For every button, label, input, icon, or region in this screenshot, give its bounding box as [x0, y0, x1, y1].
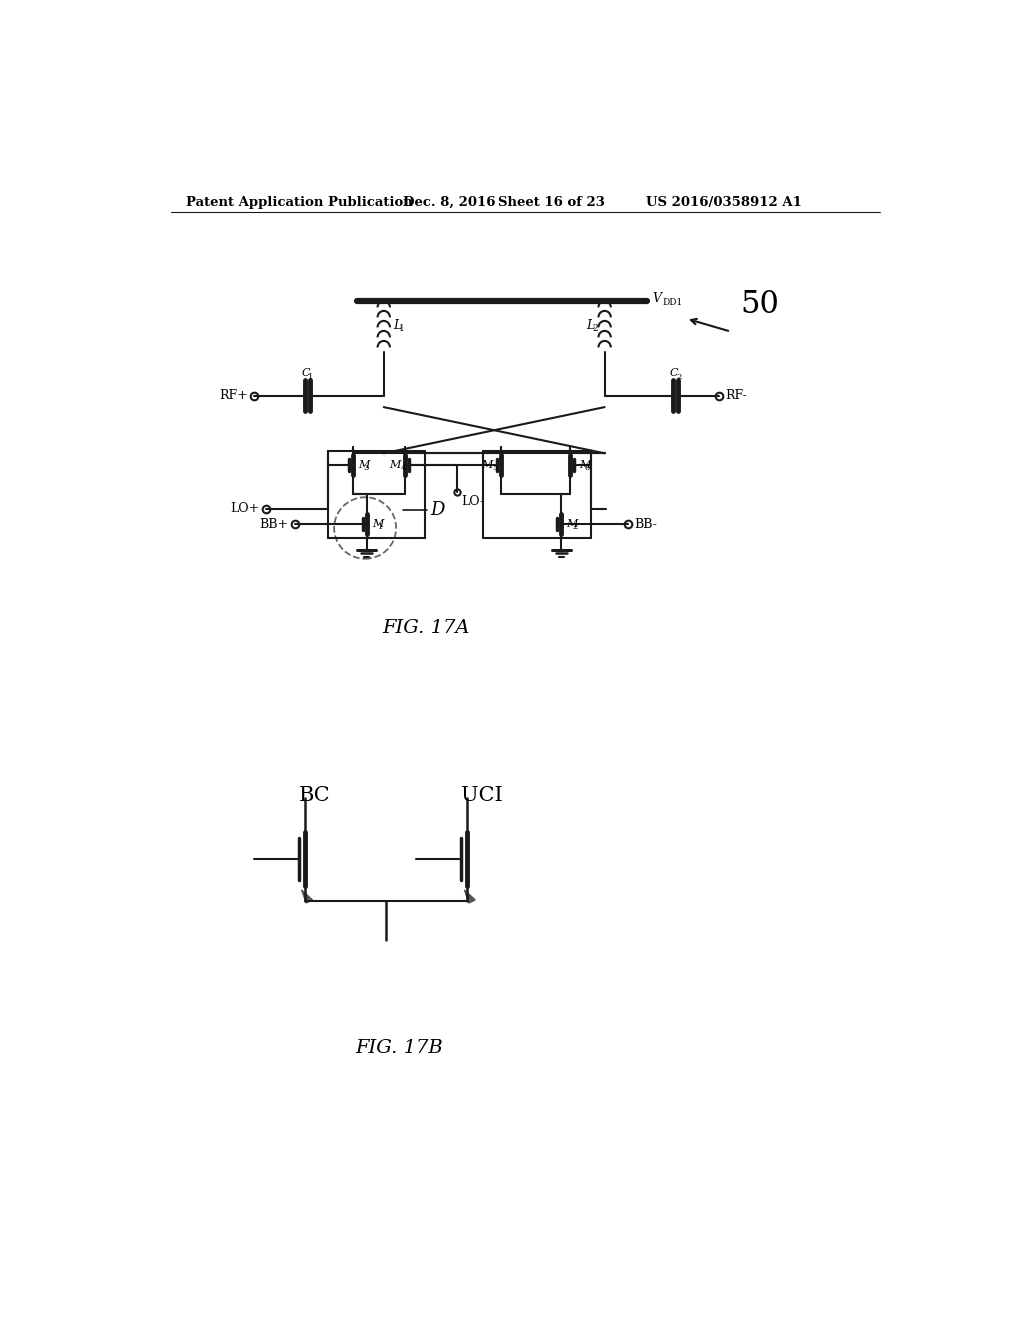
Text: M: M	[481, 459, 493, 470]
Text: FIG. 17A: FIG. 17A	[383, 619, 470, 638]
Text: D: D	[430, 502, 444, 519]
Text: LO-: LO-	[461, 495, 484, 508]
Polygon shape	[302, 890, 312, 903]
Text: 3: 3	[364, 463, 369, 473]
Text: M: M	[389, 459, 400, 470]
Text: 2: 2	[592, 325, 598, 333]
Text: Dec. 8, 2016: Dec. 8, 2016	[403, 195, 496, 209]
Text: L: L	[586, 319, 594, 333]
Text: RF+: RF+	[219, 389, 248, 403]
Text: LO+: LO+	[230, 502, 260, 515]
Text: 2: 2	[677, 372, 682, 380]
Text: C: C	[301, 368, 309, 379]
Text: Patent Application Publication: Patent Application Publication	[186, 195, 413, 209]
Text: 4: 4	[400, 463, 407, 473]
Text: M: M	[579, 459, 591, 470]
Text: M: M	[358, 459, 370, 470]
Text: M: M	[372, 519, 384, 529]
Text: US 2016/0358912 A1: US 2016/0358912 A1	[646, 195, 802, 209]
Text: 50: 50	[740, 289, 779, 321]
Text: 1: 1	[378, 523, 383, 531]
Text: BB+: BB+	[259, 517, 289, 531]
Text: FIG. 17B: FIG. 17B	[355, 1039, 443, 1057]
Text: DD1: DD1	[663, 298, 683, 306]
Text: Sheet 16 of 23: Sheet 16 of 23	[499, 195, 605, 209]
Text: 2: 2	[572, 523, 578, 531]
Text: M: M	[566, 519, 578, 529]
Text: 5: 5	[493, 463, 498, 473]
Text: 6: 6	[585, 463, 590, 473]
Text: RF-: RF-	[726, 389, 748, 403]
Text: C: C	[670, 368, 678, 379]
Text: L: L	[393, 319, 401, 333]
Text: BB-: BB-	[634, 517, 657, 531]
Text: 1: 1	[308, 372, 313, 380]
Text: BC: BC	[299, 787, 330, 805]
Text: V: V	[652, 292, 662, 305]
Text: UCI: UCI	[461, 787, 503, 805]
Polygon shape	[464, 890, 475, 903]
Text: 1: 1	[399, 325, 406, 333]
